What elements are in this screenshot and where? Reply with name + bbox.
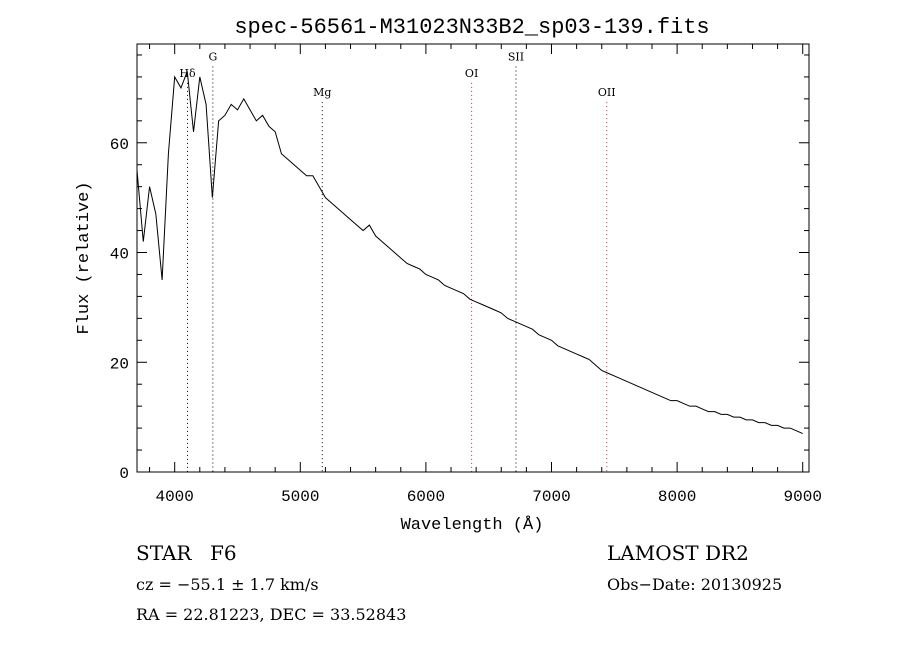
x-tick-label: 5000: [281, 488, 319, 506]
line-marker-label: G: [208, 50, 217, 63]
line-marker-label: Mg: [313, 86, 331, 99]
y-tick-label: 40: [110, 246, 129, 264]
x-tick-label: 4000: [155, 488, 193, 506]
line-marker-label: SII: [508, 50, 524, 63]
line-marker: SII: [508, 50, 524, 472]
survey-name: LAMOST DR2: [607, 541, 749, 565]
line-marker: OII: [598, 86, 616, 472]
redshift-cz: cz = −55.1 ± 1.7 km/s: [136, 575, 319, 594]
x-axis: 4000 5000 6000 7000 8000 9000: [149, 44, 822, 506]
chart-title: spec-56561-M31023N33B2_sp03-139.fits: [234, 15, 709, 40]
ra-dec: RA = 22.81223, DEC = 33.52843: [136, 605, 406, 624]
object-class: STAR: [136, 541, 192, 565]
line-marker-label: OII: [598, 86, 616, 99]
y-tick-label: 20: [110, 355, 129, 373]
spectrum-line: [136, 71, 803, 435]
y-axis: 0 20 40 60: [110, 54, 809, 483]
plot-frame: [136, 43, 810, 473]
line-marker: OI: [465, 67, 478, 472]
line-marker-label: OI: [465, 67, 478, 80]
x-axis-label: Wavelength (Å): [401, 516, 544, 535]
obs-date: Obs−Date: 20130925: [607, 575, 782, 594]
subclass: F6: [210, 541, 237, 565]
y-tick-label: 0: [119, 465, 129, 483]
line-marker: G: [208, 50, 217, 472]
y-axis-label: Flux (relative): [75, 181, 94, 334]
x-tick-label: 7000: [532, 488, 570, 506]
y-tick-label: 60: [110, 136, 129, 154]
line-marker: Mg: [313, 86, 331, 472]
x-tick-label: 9000: [784, 488, 822, 506]
x-tick-label: 8000: [658, 488, 696, 506]
x-tick-label: 6000: [407, 488, 445, 506]
